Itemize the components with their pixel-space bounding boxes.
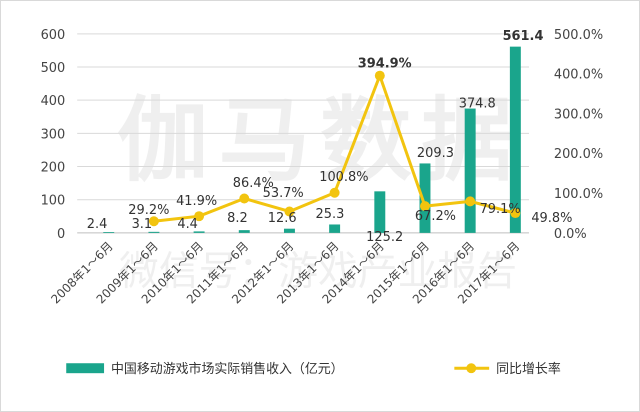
data-labels: 2.4 3.1 4.4 8.2 12.6 25.3 125.2 209.3 374.8 561.4…	[87, 29, 573, 245]
line-point	[420, 201, 430, 212]
bar-value-label: 2.4	[87, 217, 108, 232]
y-left-tick-label: 400	[41, 94, 66, 109]
legend-label-bar: 中国移动游戏市场实际销售收入（亿元）	[111, 361, 344, 377]
y-right-tick-label: 500.0%	[554, 28, 603, 43]
line-point	[239, 193, 250, 204]
bar-value-label: 209.3	[417, 146, 454, 161]
line-point	[329, 187, 340, 198]
line-value-label: 29.2%	[128, 203, 169, 218]
line-value-label: 86.4%	[233, 176, 274, 191]
bar	[148, 231, 160, 233]
line-point	[465, 196, 476, 207]
y-left-tick-label: 200	[41, 161, 66, 176]
y-left-tick-label: 300	[41, 127, 66, 142]
legend-swatch-marker	[466, 363, 477, 374]
line-value-label: 67.2%	[415, 209, 456, 224]
bar-value-label: 25.3	[316, 207, 345, 222]
bar	[193, 231, 205, 233]
bar-value-label: 561.4	[503, 29, 544, 44]
line-point	[284, 206, 295, 217]
y-left-tick-label: 0	[57, 227, 65, 242]
bar	[329, 224, 341, 233]
y-right-tick-label: 400.0%	[554, 68, 603, 83]
watermark-sub: 微信号：游戏产业报告	[119, 249, 517, 295]
bar-value-label: 4.4	[177, 217, 198, 232]
bar	[464, 108, 476, 233]
legend-label-line: 同比增长率	[496, 361, 561, 377]
y-left-tick-label: 500	[41, 61, 66, 76]
bar	[509, 46, 521, 233]
bar-value-label: 125.2	[366, 230, 403, 245]
line-value-label: 394.9%	[358, 57, 412, 72]
line-value-label: 79.1%	[480, 202, 521, 217]
y-left-tick-label: 100	[41, 194, 66, 209]
line-value-label: 100.8%	[319, 170, 368, 185]
bar-value-label: 3.1	[132, 217, 153, 232]
bar-value-label: 12.6	[268, 211, 297, 226]
bar	[374, 191, 386, 233]
y-right-tick-label: 0.0%	[554, 227, 587, 242]
line-point	[194, 211, 205, 222]
line-series	[148, 70, 521, 227]
bar	[283, 228, 295, 233]
line-value-label: 41.9%	[176, 194, 217, 209]
bar-series	[103, 46, 521, 233]
y-left-tick-label: 600	[41, 28, 66, 43]
bar	[419, 163, 431, 233]
bar	[238, 230, 250, 233]
y-right-tick-label: 100.0%	[554, 187, 603, 202]
line-value-label: 53.7%	[263, 186, 304, 201]
legend-swatch-bar	[66, 363, 105, 374]
legend: 中国移动游戏市场实际销售收入（亿元） 同比增长率	[66, 361, 561, 377]
line-point	[148, 216, 159, 227]
watermark-main: 伽马数据	[117, 87, 523, 194]
line-value-label: 49.8%	[531, 211, 572, 226]
y-right-tick-label: 200.0%	[554, 147, 603, 162]
line-point	[374, 70, 385, 81]
line-point	[510, 208, 521, 219]
y-axis-right: 0.0% 100.0% 200.0% 300.0% 400.0% 500.0%	[554, 28, 603, 242]
y-right-tick-label: 300.0%	[554, 107, 603, 122]
y-axis-left: 0 100 200 300 400 500 600	[41, 28, 66, 242]
bar-value-label: 8.2	[227, 211, 248, 226]
bar-value-label: 374.8	[459, 96, 496, 111]
bar	[103, 232, 115, 233]
